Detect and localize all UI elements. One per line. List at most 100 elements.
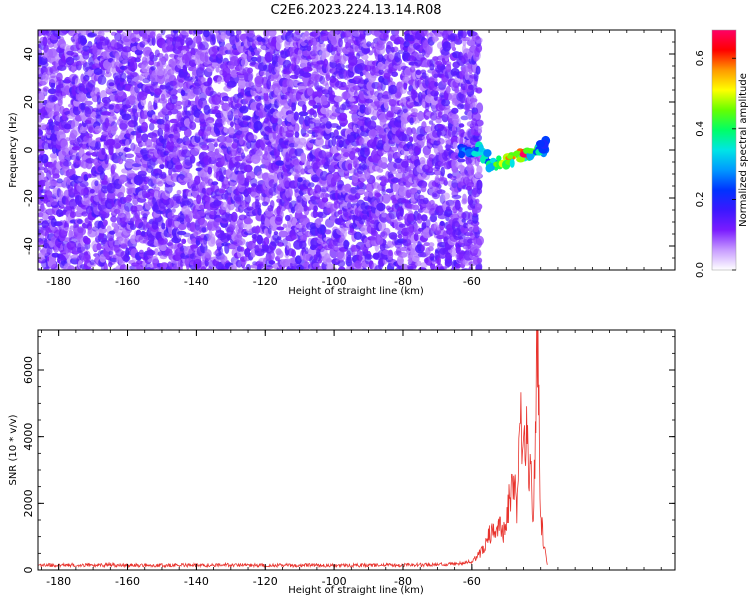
heatmap-cell [63, 227, 71, 232]
heatmap-cell [473, 248, 482, 258]
heatmap-cell [475, 87, 483, 94]
heatmap-cell [38, 87, 41, 94]
heatmap-cell [153, 179, 163, 185]
heatmap-cell [244, 201, 250, 208]
heatmap-cell [146, 249, 156, 256]
heatmap-cell [111, 125, 118, 132]
heatmap-cell [122, 46, 132, 53]
heatmap-cell [412, 270, 421, 275]
heatmap-cell [169, 108, 179, 115]
heatmap-cell [334, 95, 343, 103]
heatmap-cell [454, 199, 461, 211]
heatmap-cell [320, 224, 326, 235]
heatmap-cell [168, 167, 173, 176]
heatmap-cell [364, 254, 374, 260]
heatmap-cell [89, 188, 95, 194]
heatmap-cell [204, 175, 209, 184]
heatmap-cell [364, 147, 371, 156]
heatmap-cell [181, 238, 187, 244]
heatmap-cell [273, 231, 279, 236]
heatmap-cell [293, 111, 299, 121]
heatmap-cell [189, 113, 194, 124]
heatmap-cell [470, 94, 477, 103]
heatmap-cell [87, 113, 93, 121]
x-tick-label: -180 [46, 275, 71, 288]
heatmap-cell [129, 72, 138, 78]
heatmap-cell [81, 211, 88, 217]
heatmap-cell [94, 180, 99, 187]
heatmap-cell [103, 262, 108, 270]
heatmap-cell [71, 146, 82, 151]
heatmap-cell [368, 190, 374, 198]
heatmap-cell [134, 209, 141, 220]
heatmap-cell [379, 156, 388, 165]
heatmap-cell [172, 78, 178, 89]
heatmap-signal-cell [465, 149, 473, 157]
heatmap-cell [56, 178, 63, 184]
heatmap-cell [175, 195, 182, 203]
heatmap-cell [111, 60, 116, 69]
heatmap-cell [207, 77, 213, 85]
heatmap-cell [149, 31, 156, 39]
heatmap-cell [122, 50, 131, 60]
heatmap-cell [343, 239, 350, 250]
figure-title: C2E6.2023.224.13.14.R08 [270, 3, 441, 18]
heatmap-cell [148, 122, 155, 131]
heatmap-cell [213, 142, 218, 148]
heatmap-cell [322, 192, 329, 199]
heatmap-cell [214, 105, 219, 111]
heatmap-cell [159, 245, 167, 252]
heatmap-cell [239, 105, 249, 114]
heatmap-cell [401, 199, 410, 204]
heatmap-cell [474, 203, 483, 211]
heatmap-cell [101, 180, 108, 185]
heatmap-cell [438, 177, 448, 182]
heatmap-cell [213, 199, 222, 207]
heatmap-cell [365, 269, 368, 270]
x-tick-label: -120 [253, 275, 278, 288]
heatmap-cell [383, 30, 391, 34]
heatmap-cell [347, 163, 353, 171]
heatmap-cell [476, 257, 483, 264]
heatmap-cell [56, 72, 63, 82]
heatmap-cell [85, 133, 93, 139]
heatmap-cell [457, 164, 465, 170]
heatmap-cell [39, 36, 47, 46]
heatmap-cell [96, 91, 101, 99]
heatmap-cell [149, 157, 159, 166]
x-tick-label: -160 [115, 275, 140, 288]
heatmap-cell [414, 77, 420, 89]
heatmap-cell [43, 238, 48, 249]
heatmap-cell [142, 213, 148, 219]
heatmap-cell [159, 163, 165, 170]
heatmap-cell [181, 149, 191, 158]
heatmap-cell [250, 178, 258, 187]
heatmap-cell [279, 210, 284, 219]
heatmap-cell [173, 104, 183, 110]
heatmap-cell [475, 198, 480, 204]
heatmap-cell [111, 172, 117, 178]
heatmap-cell [108, 144, 114, 156]
heatmap-cell [97, 75, 107, 85]
heatmap-cell [63, 160, 72, 167]
heatmap-cell [153, 269, 156, 270]
heatmap-cell [201, 187, 207, 194]
heatmap-cell [313, 205, 318, 212]
heatmap-cell [220, 156, 225, 166]
heatmap-cell [167, 217, 173, 228]
heatmap-cell [60, 139, 69, 150]
heatmap-cell [159, 84, 167, 90]
heatmap-cell [172, 30, 179, 34]
heatmap-cell [443, 192, 450, 200]
heatmap-cell [461, 198, 468, 205]
heatmap-cell [178, 223, 187, 231]
heatmap-cell [68, 186, 75, 196]
heatmap-cell [150, 65, 156, 71]
heatmap-cell [80, 94, 86, 100]
heatmap-cell [229, 30, 235, 37]
heatmap-cell [419, 157, 426, 165]
heatmap-cell [108, 82, 115, 87]
heatmap-cell [108, 250, 113, 255]
heatmap-cell [201, 77, 207, 83]
